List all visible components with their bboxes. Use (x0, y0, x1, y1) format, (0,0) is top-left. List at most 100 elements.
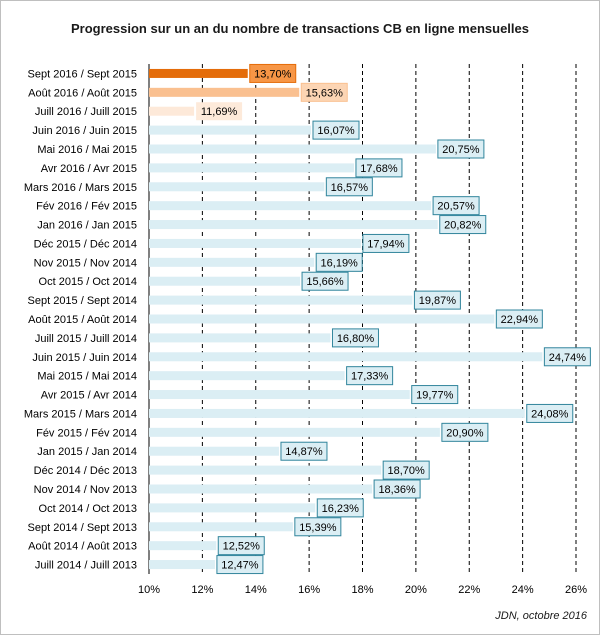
bar (149, 446, 279, 456)
bar (149, 201, 432, 211)
value-label-box (413, 290, 461, 310)
bar (149, 144, 436, 154)
category-label: Juill 2016 / Juill 2015 (35, 106, 137, 118)
value-label-box (543, 347, 591, 367)
bar (149, 125, 311, 135)
value-label: 15,39% (299, 522, 337, 534)
value-label: 12,47% (221, 560, 259, 572)
value-label-box (196, 102, 243, 121)
value-label: 20,82% (444, 220, 482, 232)
value-label: 18,70% (388, 465, 426, 477)
x-tick-label: 10% (138, 584, 160, 596)
value-label-box (312, 120, 360, 140)
category-label: Déc 2015 / Déc 2014 (34, 238, 137, 250)
category-label: Juin 2016 / Juin 2015 (32, 125, 137, 137)
value-label-box (432, 196, 480, 216)
value-label: 12,52% (223, 541, 261, 553)
value-label-box (362, 233, 410, 253)
bar (149, 427, 440, 437)
value-label: 14,87% (285, 446, 323, 458)
value-label: 19,77% (416, 390, 454, 402)
value-label-box (382, 460, 430, 480)
x-tick-label: 22% (458, 584, 480, 596)
value-label-box (294, 517, 342, 537)
category-label: Août 2016 / Août 2015 (28, 87, 137, 99)
category-label: Nov 2014 / Nov 2013 (34, 484, 137, 496)
bar (149, 87, 300, 97)
bar (149, 390, 410, 400)
value-label: 17,68% (360, 163, 398, 175)
bar (149, 484, 373, 494)
bar (149, 68, 248, 78)
category-label: Jan 2015 / Jan 2014 (37, 446, 137, 458)
bar (149, 238, 361, 248)
category-label: Août 2014 / Août 2013 (28, 541, 137, 553)
category-label: Sept 2015 / Sept 2014 (28, 295, 137, 307)
bar (149, 163, 354, 173)
category-label: Oct 2014 / Oct 2013 (39, 503, 137, 515)
category-label: Nov 2015 / Nov 2014 (34, 257, 137, 269)
value-label: 18,36% (378, 484, 416, 496)
category-label: Mai 2016 / Mai 2015 (37, 144, 137, 156)
value-label-box (526, 403, 574, 423)
value-label: 16,19% (321, 257, 359, 269)
value-label-box (441, 422, 489, 442)
value-label: 16,07% (317, 125, 355, 137)
bar (149, 352, 543, 362)
value-label-box (346, 366, 394, 386)
value-label-box (373, 479, 421, 499)
bar (149, 106, 195, 116)
x-tick-label: 20% (405, 584, 427, 596)
category-label: Mars 2016 / Mars 2015 (24, 182, 137, 194)
bar (149, 560, 215, 570)
value-label: 17,33% (351, 371, 389, 383)
bar (149, 522, 293, 532)
value-label-box (300, 82, 348, 102)
value-label-box (439, 215, 487, 235)
bar (149, 408, 525, 418)
value-label-box (437, 139, 485, 159)
chart-source: JDN, octobre 2016 (495, 610, 587, 622)
bar (149, 333, 331, 343)
bar (149, 257, 315, 267)
value-label: 19,87% (419, 295, 457, 307)
value-label: 20,75% (442, 144, 480, 156)
category-label: Avr 2016 / Avr 2015 (41, 163, 137, 175)
value-label: 24,74% (549, 352, 587, 364)
x-tick-label: 14% (245, 584, 267, 596)
category-label: Fév 2015 / Fév 2014 (36, 427, 137, 439)
category-label: Déc 2014 / Déc 2013 (34, 465, 137, 477)
chart-title: Progression sur un an du nombre de trans… (71, 21, 529, 36)
value-label: 16,57% (331, 182, 369, 194)
value-label-box (249, 63, 297, 83)
category-label: Juill 2015 / Juill 2014 (35, 333, 137, 345)
category-label: Avr 2015 / Avr 2014 (41, 390, 137, 402)
value-label: 17,94% (367, 238, 405, 250)
x-tick-label: 24% (512, 584, 534, 596)
value-label: 11,69% (201, 106, 238, 118)
value-label-box (217, 536, 265, 556)
bar (149, 182, 325, 192)
category-label: Mars 2015 / Mars 2014 (24, 408, 137, 420)
value-label: 24,08% (531, 408, 569, 420)
value-label: 15,66% (306, 276, 344, 288)
bar (149, 541, 217, 551)
bar (149, 503, 316, 513)
category-label: Sept 2014 / Sept 2013 (28, 522, 137, 534)
value-label: 13,70% (254, 68, 292, 80)
value-label-box (216, 555, 264, 575)
bar (149, 465, 382, 475)
category-label: Oct 2015 / Oct 2014 (39, 276, 137, 288)
value-label-box (355, 158, 403, 178)
value-label: 16,23% (322, 503, 360, 515)
category-label: Fév 2016 / Fév 2015 (36, 201, 137, 213)
category-label: Mai 2015 / Mai 2014 (37, 371, 137, 383)
value-label: 16,80% (337, 333, 375, 345)
value-label-box (325, 177, 373, 197)
x-tick-label: 18% (351, 584, 373, 596)
x-tick-label: 26% (565, 584, 587, 596)
x-tick-label: 12% (191, 584, 213, 596)
value-label-box (316, 498, 364, 518)
